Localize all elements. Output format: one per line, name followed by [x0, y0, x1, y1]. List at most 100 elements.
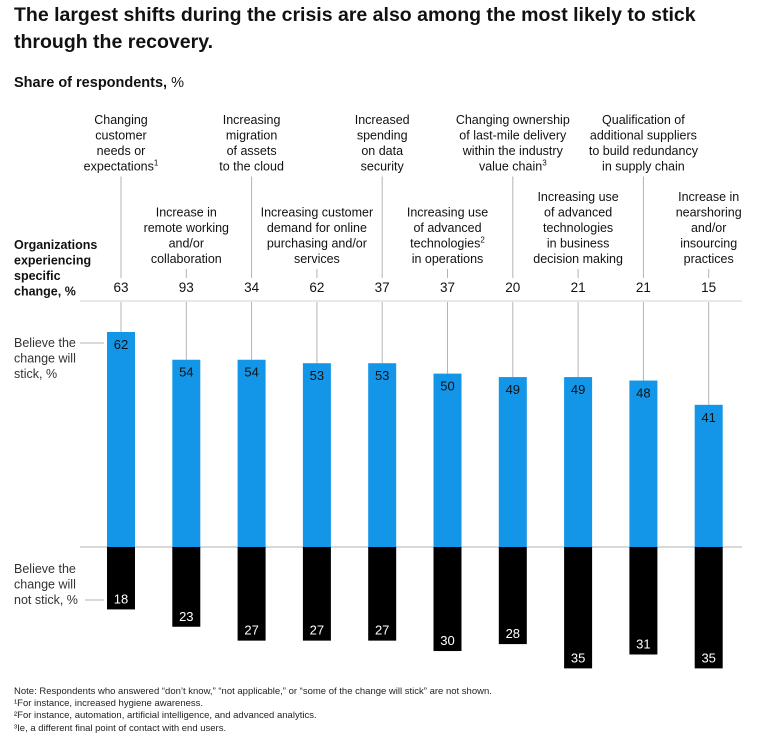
- category-label: Qualification of: [602, 113, 685, 127]
- experiencing-value: 62: [309, 280, 324, 295]
- category-label: technologies: [543, 221, 613, 235]
- stick-value-label: 54: [179, 365, 193, 380]
- category-label: expectations1: [84, 159, 159, 174]
- experiencing-label: Organizations: [14, 238, 97, 252]
- category-label: to build redundancy: [589, 144, 699, 158]
- category-label: spending: [357, 129, 408, 143]
- not-stick-bar: [302, 547, 331, 641]
- stick-value-label: 53: [375, 368, 389, 383]
- stick-value-label: 48: [636, 386, 650, 401]
- category-label: Increasing use: [537, 190, 618, 204]
- category-label: Increase in: [678, 190, 739, 204]
- category-label: value chain3: [479, 159, 547, 174]
- category-label: Increasing use: [407, 206, 488, 220]
- experiencing-value: 37: [440, 280, 455, 295]
- category-label: Changing: [94, 113, 148, 127]
- not-stick-value-label: 30: [440, 633, 454, 648]
- category-label: Increasing customer: [261, 206, 374, 220]
- stick-bar: [368, 363, 397, 547]
- not-stick-bar: [564, 547, 593, 669]
- footnote-general: Note: Respondents who answered “don’t kn…: [14, 686, 492, 697]
- footnote-2: ²For instance, automation, artificial in…: [14, 710, 317, 722]
- category-label: Changing ownership: [456, 113, 570, 127]
- not-stick-series-label: change will: [14, 578, 76, 592]
- footnote-3: ³Ie, a different final point of contact …: [14, 722, 227, 734]
- category-label: Increasing: [223, 113, 281, 127]
- footnotes: Note: Respondents who answered “don’t kn…: [14, 686, 492, 735]
- not-stick-bar: [498, 547, 527, 645]
- not-stick-value-label: 35: [701, 650, 715, 665]
- chart-subtitle: Share of respondents, %: [14, 73, 184, 93]
- subtitle-label: Share of respondents,: [14, 75, 168, 91]
- stick-bar: [564, 377, 593, 547]
- stick-value-label: 62: [114, 337, 128, 352]
- experiencing-value: 93: [179, 280, 194, 295]
- experiencing-value: 34: [244, 280, 260, 295]
- category-label: nearshoring: [676, 206, 742, 220]
- category-label: on data: [361, 144, 403, 158]
- not-stick-value-label: 27: [310, 623, 324, 638]
- not-stick-bar: [433, 547, 462, 652]
- category-label: migration: [226, 129, 277, 143]
- stick-series-label: stick, %: [14, 367, 57, 381]
- category-label: purchasing and/or: [267, 237, 367, 251]
- stick-value-label: 54: [244, 365, 258, 380]
- category-label: and/or: [169, 237, 204, 251]
- experiencing-value: 63: [113, 280, 128, 295]
- not-stick-bar: [368, 547, 397, 641]
- subtitle-unit: %: [171, 75, 185, 91]
- stick-value-label: 49: [571, 382, 585, 397]
- stick-bar: [694, 404, 723, 547]
- chart-title: The largest shifts during the crisis are…: [14, 4, 696, 53]
- stick-bar: [629, 380, 658, 547]
- stick-value-label: 41: [701, 410, 715, 425]
- category-label: Increased: [355, 113, 410, 127]
- category-label: practices: [684, 252, 734, 266]
- category-label: of advanced: [413, 221, 481, 235]
- experiencing-label: experiencing: [14, 254, 91, 268]
- experiencing-value: 21: [636, 280, 651, 295]
- stick-bar: [237, 359, 266, 547]
- not-stick-value-label: 35: [571, 650, 585, 665]
- category-label: within the industry: [462, 144, 564, 158]
- category-label: in operations: [412, 252, 484, 266]
- experiencing-value: 15: [701, 280, 716, 295]
- category-label: in business: [547, 237, 610, 251]
- not-stick-value-label: 27: [375, 623, 389, 638]
- not-stick-value-label: 28: [506, 626, 520, 641]
- not-stick-series-label: Believe the: [14, 562, 76, 576]
- category-label: of last-mile delivery: [459, 129, 567, 143]
- stick-bar: [302, 363, 331, 547]
- category-label: technologies2: [410, 236, 485, 251]
- category-label: needs or: [97, 144, 146, 158]
- not-stick-value-label: 23: [179, 609, 193, 624]
- stick-bar: [498, 377, 527, 547]
- stick-series-label: Believe the: [14, 336, 76, 350]
- not-stick-bar: [694, 547, 723, 669]
- footnote-1: ¹For instance, increased hygiene awarene…: [14, 698, 204, 710]
- category-label: in supply chain: [602, 160, 685, 174]
- category-label: security: [361, 160, 405, 174]
- category-label: services: [294, 252, 340, 266]
- category-label: remote working: [144, 221, 229, 235]
- stick-bar: [107, 332, 135, 547]
- experiencing-value: 37: [375, 280, 390, 295]
- stick-value-label: 50: [440, 379, 454, 394]
- stick-value-label: 53: [310, 368, 324, 383]
- not-stick-bar: [237, 547, 266, 641]
- not-stick-value-label: 18: [114, 591, 128, 606]
- category-label: of assets: [227, 144, 277, 158]
- category-label: collaboration: [151, 252, 222, 266]
- category-label: customer: [95, 129, 146, 143]
- experiencing-label: specific: [14, 269, 61, 283]
- not-stick-bar: [629, 547, 658, 655]
- stick-bar: [433, 373, 462, 547]
- category-label: of advanced: [544, 206, 612, 220]
- category-label: additional suppliers: [590, 129, 697, 143]
- experiencing-value: 20: [505, 280, 520, 295]
- experiencing-label: change, %: [14, 285, 76, 299]
- experiencing-value: 21: [571, 280, 586, 295]
- not-stick-series-label: not stick, %: [14, 593, 78, 607]
- category-label: to the cloud: [219, 160, 284, 174]
